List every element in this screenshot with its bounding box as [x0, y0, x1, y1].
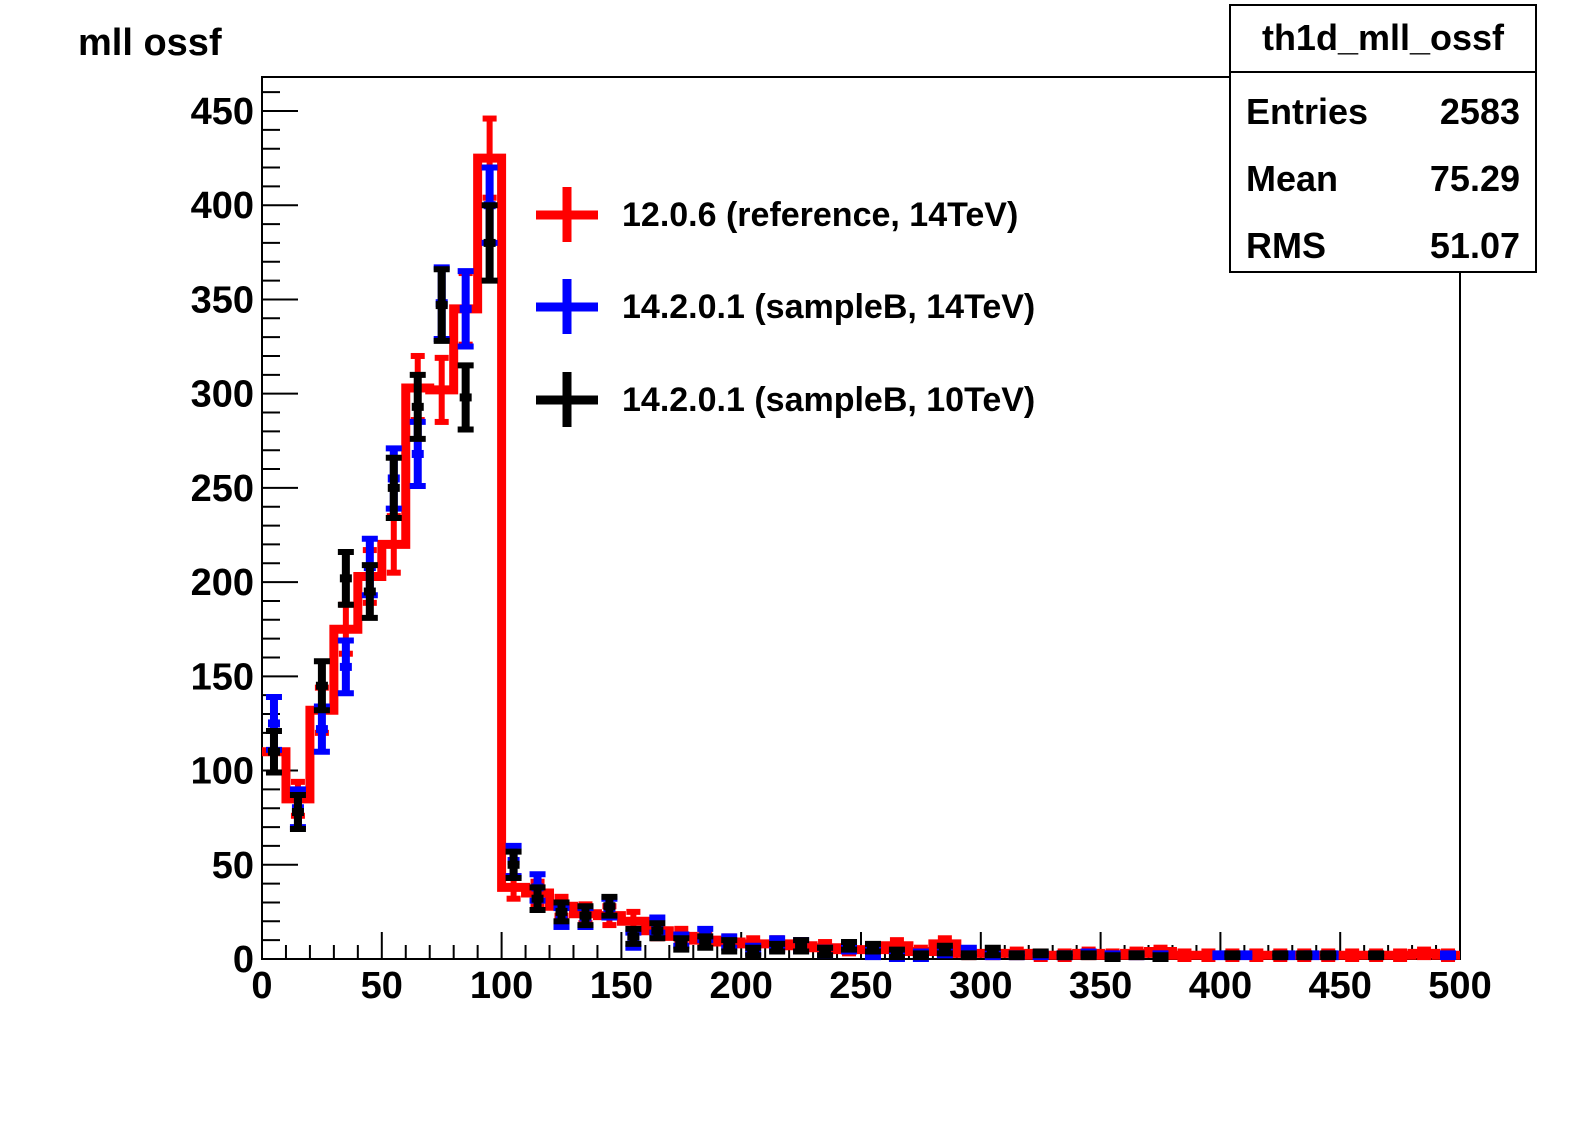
sampleb-10tev-point [723, 941, 736, 950]
x-tick-label: 400 [1189, 965, 1252, 1007]
sampleb-10tev-point [938, 945, 951, 954]
x-tick-label: 150 [590, 965, 653, 1007]
sampleb-10tev-point [363, 587, 376, 596]
sampleb-10tev-point [1298, 951, 1311, 960]
stats-mean-label: Mean [1246, 158, 1338, 199]
stats-rms-value: 51.07 [1430, 225, 1520, 266]
x-tick-label: 500 [1428, 965, 1491, 1007]
y-tick-label: 400 [191, 185, 254, 227]
stats-mean-value: 75.29 [1430, 158, 1520, 199]
sampleb-14tev-point [459, 304, 472, 313]
chart-title: mll ossf [78, 22, 222, 64]
reference-histogram-line [262, 153, 1460, 960]
sampleb-14tev-point [267, 719, 280, 728]
sampleb-10tev-point [579, 911, 592, 920]
legend-entry-sampleb-10tev: 14.2.0.1 (sampleB, 10TeV) [536, 372, 1035, 427]
x-tick-label: 300 [949, 965, 1012, 1007]
sampleb-10tev-point [1058, 951, 1071, 960]
sampleb-10tev-point [1370, 951, 1383, 960]
sampleb-10tev-point [1106, 953, 1119, 962]
sampleb-10tev-point [435, 301, 448, 310]
x-tick-label: 0 [251, 965, 272, 1007]
x-tick-label: 200 [709, 965, 772, 1007]
sampleb-10tev-point [675, 939, 688, 948]
legend-label-sampleb-14tev: 14.2.0.1 (sampleB, 14TeV) [622, 288, 1035, 326]
sampleb-10tev-point [291, 808, 304, 817]
sampleb-10tev-point [483, 238, 496, 247]
legend-label-sampleb-10tev: 14.2.0.1 (sampleB, 10TeV) [622, 381, 1035, 419]
stats-box: th1d_mll_ossf Entries 2583 Mean 75.29 RM… [1229, 4, 1537, 273]
sampleb-10tev-point [1322, 951, 1335, 960]
x-tick-label: 100 [470, 965, 533, 1007]
sampleb-10tev-point [603, 902, 616, 911]
y-tick-label: 200 [191, 562, 254, 604]
sampleb-10tev-point [651, 926, 664, 935]
sampleb-10tev-point [507, 860, 520, 869]
legend-entry-reference: 12.0.6 (reference, 14TeV) [536, 187, 1018, 242]
sampleb-10tev-point [1226, 951, 1239, 960]
sampleb-10tev-point [315, 681, 328, 690]
x-tick-label: 50 [361, 965, 403, 1007]
sampleb-10tev-point [555, 907, 568, 916]
sampleb-10tev-point [459, 393, 472, 402]
sampleb-10tev-point [531, 894, 544, 903]
stats-entries-label: Entries [1246, 91, 1368, 132]
sampleb-10tev-point [339, 574, 352, 583]
sampleb-10tev-point [914, 951, 927, 960]
y-tick-label: 350 [191, 279, 254, 321]
stats-rms-label: RMS [1246, 225, 1326, 266]
y-axis: 0 50 100 150 200 250 300 350 400 450 [191, 91, 298, 981]
legend-label-reference: 12.0.6 (reference, 14TeV) [622, 196, 1018, 234]
sampleb-10tev-point [1154, 953, 1167, 962]
sampleb-14tev-point [411, 449, 424, 458]
sampleb-10tev-point [819, 947, 832, 956]
sampleb-10tev-point [1010, 951, 1023, 960]
sampleb-10tev-point [795, 941, 808, 950]
legend: 12.0.6 (reference, 14TeV) 14.2.0.1 (samp… [536, 187, 1035, 427]
stats-box-frame [1229, 4, 1537, 273]
y-tick-label: 450 [191, 91, 254, 133]
legend-entry-sampleb-14tev: 14.2.0.1 (sampleB, 14TeV) [536, 279, 1035, 334]
sampleb-10tev-point [747, 947, 760, 956]
y-tick-label: 50 [212, 845, 254, 887]
y-tick-label: 100 [191, 751, 254, 793]
x-tick-label: 450 [1308, 965, 1371, 1007]
sampleb-10tev-point [1082, 951, 1095, 960]
stats-box-title: th1d_mll_ossf [1262, 17, 1505, 58]
sampleb-10tev-point [843, 941, 856, 950]
sampleb-10tev-point [986, 947, 999, 956]
sampleb-14tev-point [1238, 951, 1251, 960]
y-tick-label: 150 [191, 656, 254, 698]
sampleb-10tev-point [890, 949, 903, 958]
sampleb-10tev-point [1274, 951, 1287, 960]
sampleb-14tev-point [339, 662, 352, 671]
y-tick-label: 300 [191, 374, 254, 416]
sampleb-10tev-point [267, 747, 280, 756]
sampleb-10tev-point [771, 943, 784, 952]
sampleb-10tev-point [699, 938, 712, 947]
x-tick-label: 250 [829, 965, 892, 1007]
series-layer [262, 115, 1460, 962]
sampleb-10tev-point [866, 943, 879, 952]
sampleb-10tev-point [627, 932, 640, 941]
stats-entries-value: 2583 [1440, 91, 1520, 132]
sampleb-10tev-point [387, 483, 400, 492]
sampleb-10tev-point [1034, 949, 1047, 958]
y-tick-label: 0 [233, 939, 254, 981]
y-tick-label: 250 [191, 468, 254, 510]
sampleb-10tev-point [411, 402, 424, 411]
sampleb-10tev-point [1130, 951, 1143, 960]
sampleb-10tev-point [962, 951, 975, 960]
sampleb-14tev-point [1214, 951, 1227, 960]
sampleb-14tev-point [1442, 951, 1455, 960]
x-tick-label: 350 [1069, 965, 1132, 1007]
sampleb-14tev-point [315, 725, 328, 734]
